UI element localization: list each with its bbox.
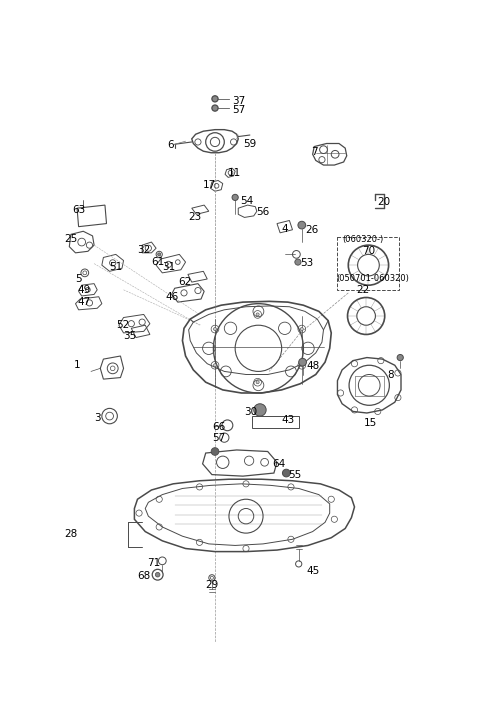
Text: 15: 15 [364, 417, 377, 428]
Text: 1: 1 [74, 360, 81, 370]
Text: 35: 35 [123, 331, 137, 340]
Text: 45: 45 [306, 566, 320, 576]
Text: 55: 55 [288, 470, 301, 480]
Text: 28: 28 [65, 529, 78, 539]
Circle shape [300, 327, 303, 331]
Text: 25: 25 [65, 234, 78, 244]
Text: 47: 47 [77, 297, 90, 306]
Text: 59: 59 [243, 139, 256, 149]
Text: 11: 11 [228, 168, 240, 178]
Text: 31: 31 [162, 262, 176, 272]
Circle shape [298, 221, 306, 229]
Text: 61: 61 [152, 257, 165, 267]
Text: 5: 5 [75, 274, 82, 283]
Text: 7: 7 [311, 146, 318, 156]
Text: 71: 71 [147, 558, 160, 567]
Circle shape [254, 404, 266, 416]
Circle shape [214, 327, 216, 331]
Text: 37: 37 [232, 96, 245, 106]
Circle shape [299, 358, 306, 366]
Text: 57: 57 [232, 105, 245, 115]
Circle shape [256, 313, 259, 316]
Circle shape [156, 572, 160, 577]
Text: 30: 30 [244, 407, 258, 417]
Text: 6: 6 [167, 141, 174, 151]
Text: 20: 20 [378, 198, 391, 208]
Circle shape [157, 253, 161, 256]
Text: 63: 63 [72, 205, 85, 215]
Text: 57: 57 [212, 433, 225, 443]
Bar [337, 237, 399, 290]
Text: 52: 52 [116, 320, 129, 329]
Text: (050701-060320): (050701-060320) [336, 275, 409, 283]
Text: 70: 70 [362, 246, 375, 256]
Circle shape [256, 381, 259, 384]
Text: 64: 64 [272, 459, 286, 469]
Text: 68: 68 [137, 571, 151, 581]
Text: 53: 53 [300, 258, 313, 268]
Circle shape [282, 469, 290, 477]
Text: 66: 66 [212, 423, 225, 433]
Text: 46: 46 [166, 292, 179, 302]
Text: (060320-): (060320-) [342, 235, 384, 244]
Text: 51: 51 [109, 262, 123, 272]
Text: 22: 22 [356, 286, 369, 295]
Circle shape [212, 105, 218, 111]
Text: 4: 4 [282, 224, 288, 234]
Text: 32: 32 [137, 245, 151, 255]
Text: 26: 26 [305, 225, 318, 235]
Text: 8: 8 [387, 370, 394, 380]
Circle shape [397, 355, 403, 360]
Text: 54: 54 [240, 196, 254, 206]
Text: 43: 43 [282, 415, 295, 425]
Circle shape [212, 96, 218, 102]
Circle shape [214, 363, 216, 367]
Text: 23: 23 [189, 212, 202, 222]
Text: 3: 3 [94, 413, 101, 423]
Text: 17: 17 [203, 180, 216, 190]
Text: 62: 62 [178, 278, 191, 288]
Circle shape [232, 195, 238, 200]
Circle shape [300, 363, 303, 367]
Text: 49: 49 [77, 286, 90, 295]
Bar [252, 416, 299, 428]
Text: 56: 56 [256, 208, 269, 218]
Circle shape [295, 259, 301, 265]
Circle shape [211, 448, 219, 456]
Text: 29: 29 [206, 580, 219, 590]
Text: 48: 48 [306, 361, 320, 371]
